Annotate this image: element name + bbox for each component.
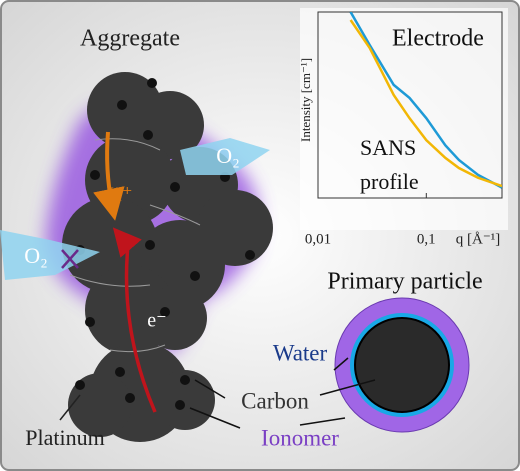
pointer [319, 379, 376, 396]
particle-boundaries [69, 138, 201, 353]
pointer [194, 379, 226, 399]
series-line [349, 12, 502, 189]
electron-label: e⁻ [147, 310, 166, 332]
carbon-label: Carbon [241, 388, 309, 413]
pointer [333, 357, 349, 371]
plot-area [317, 11, 503, 199]
x-tick-label: 0,01 [305, 231, 331, 247]
x-axis-label: q [Å⁻¹] [456, 231, 501, 247]
chart-annotation: SANS [360, 135, 416, 160]
chart-title: Electrode [392, 26, 484, 52]
aggregate-title: Aggregate [80, 26, 180, 52]
pointer [189, 407, 241, 429]
y-axis-label: Intensity [cm⁻¹] [298, 58, 313, 142]
chart-annotation: profile [360, 169, 419, 194]
electron-arrow [112, 227, 157, 413]
ionomer-label: Ionomer [261, 425, 339, 450]
carbon-core [354, 317, 450, 413]
pointer [299, 417, 346, 426]
chart-marks: 0,01 0,1 [305, 12, 502, 247]
proton-label: H⁺ [108, 184, 133, 206]
proton-arrow [93, 131, 125, 221]
chart-panel [300, 8, 508, 230]
x-tick-label: 0,1 [417, 231, 436, 247]
oxygen-arrow [0, 230, 100, 280]
particle-title: Primary particle [327, 269, 482, 295]
platinum-label: Platinum [25, 425, 104, 450]
oxygen-label: O₂ [24, 243, 48, 268]
carbon-aggregate [62, 72, 273, 442]
blocked-mark [61, 249, 79, 269]
water-label: Water [273, 340, 328, 365]
pointer [59, 394, 81, 421]
series-line [349, 19, 502, 188]
oxygen-label: O₂ [216, 143, 240, 168]
oxygen-arrow [180, 138, 270, 175]
